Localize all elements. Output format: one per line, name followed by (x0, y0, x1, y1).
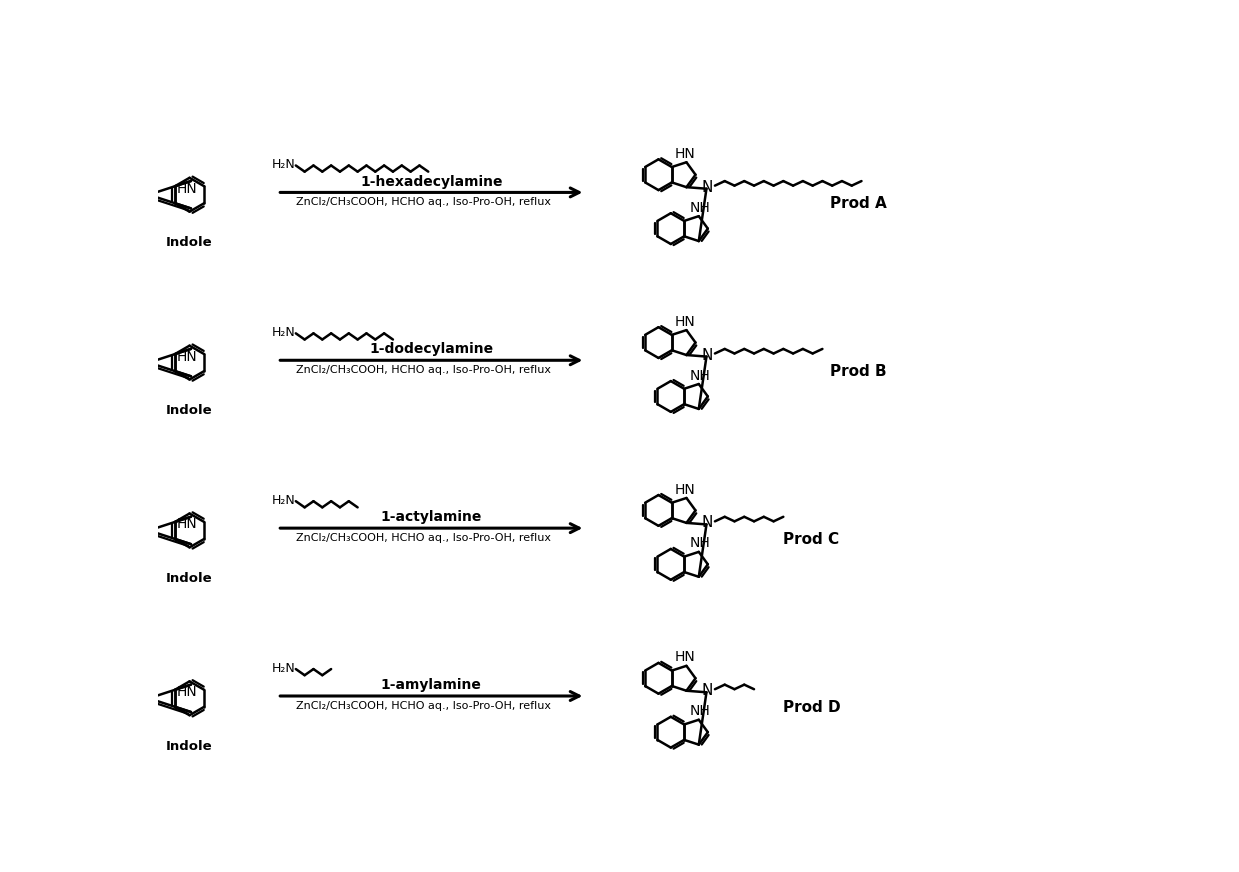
Text: ZnCl₂/CH₃COOH, HCHO aq., Iso-Pro-OH, reflux: ZnCl₂/CH₃COOH, HCHO aq., Iso-Pro-OH, ref… (296, 364, 551, 375)
Text: ZnCl₂/CH₃COOH, HCHO aq., Iso-Pro-OH, reflux: ZnCl₂/CH₃COOH, HCHO aq., Iso-Pro-OH, ref… (296, 533, 551, 542)
Text: Prod A: Prod A (830, 196, 886, 212)
Text: 1-amylamine: 1-amylamine (380, 678, 482, 692)
Text: Indole: Indole (166, 236, 213, 249)
Text: N: N (701, 180, 712, 194)
Text: ZnCl₂/CH₃COOH, HCHO aq., Iso-Pro-OH, reflux: ZnCl₂/CH₃COOH, HCHO aq., Iso-Pro-OH, ref… (296, 700, 551, 711)
Text: H₂N: H₂N (271, 494, 295, 507)
Text: H₂N: H₂N (271, 158, 295, 171)
Text: NH: NH (689, 705, 710, 719)
Text: HN: HN (176, 181, 197, 195)
Text: NH: NH (689, 536, 710, 550)
Text: H₂N: H₂N (271, 326, 295, 339)
Text: N: N (701, 348, 712, 363)
Text: HN: HN (176, 517, 197, 531)
Text: ZnCl₂/CH₃COOH, HCHO aq., Iso-Pro-OH, reflux: ZnCl₂/CH₃COOH, HCHO aq., Iso-Pro-OH, ref… (296, 197, 551, 207)
Text: 1-hexadecylamine: 1-hexadecylamine (361, 174, 503, 188)
Text: HN: HN (674, 146, 695, 160)
Text: HN: HN (674, 482, 695, 496)
Text: HN: HN (674, 315, 695, 329)
Text: HN: HN (176, 350, 197, 364)
Text: HN: HN (674, 651, 695, 664)
Text: Prod D: Prod D (783, 700, 841, 715)
Text: N: N (701, 684, 712, 698)
Text: Indole: Indole (166, 572, 213, 585)
Text: Prod B: Prod B (830, 364, 886, 379)
Text: HN: HN (176, 685, 197, 699)
Text: NH: NH (689, 369, 710, 383)
Text: 1-actylamine: 1-actylamine (380, 510, 482, 524)
Text: 1-dodecylamine: 1-dodecylamine (369, 343, 493, 357)
Text: Prod C: Prod C (783, 532, 840, 548)
Text: Indole: Indole (166, 404, 213, 417)
Text: N: N (701, 515, 712, 530)
Text: Indole: Indole (166, 739, 213, 753)
Text: H₂N: H₂N (271, 662, 295, 675)
Text: NH: NH (689, 201, 710, 215)
